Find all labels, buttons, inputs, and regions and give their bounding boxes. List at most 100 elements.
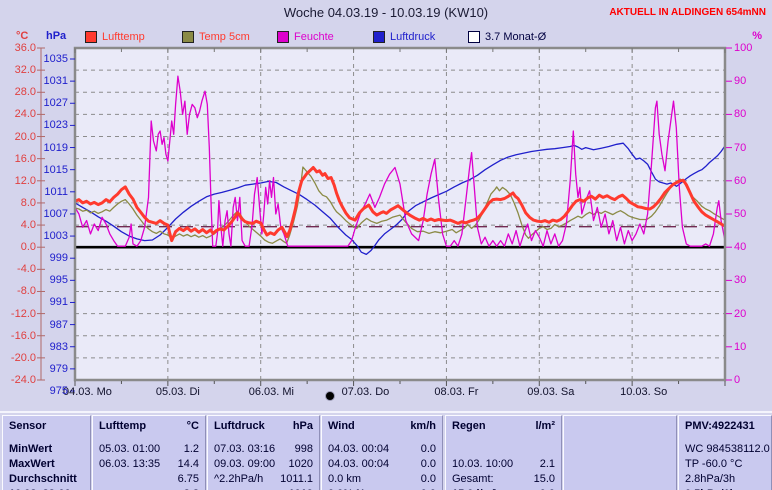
page-title: Woche 04.03.19 - 10.03.19 (KW10)	[283, 5, 489, 20]
legend-label: Feuchte	[294, 30, 334, 43]
humidity-tick-label: 60	[734, 174, 747, 187]
sensor-summary-table: Sensor MinWert MaxWert Durchschnitt 10.03. 2…	[0, 411, 772, 490]
table-column-PMV:4922431: PMV:4922431 WC 984538112.0 TP -60.0 °C 2.8h…	[678, 415, 772, 490]
table-cell	[446, 443, 561, 456]
humidity-tick-label: 30	[734, 274, 747, 287]
temp-tick-label: -8.0	[17, 285, 36, 298]
humidity-tick-label: 80	[734, 108, 747, 121]
temp-tick-label: 24.0	[14, 108, 36, 121]
monthly-average-checkbox-icon	[468, 30, 480, 43]
pressure-tick-label: 1019	[43, 141, 68, 154]
column-header: Wind km/h	[322, 420, 442, 433]
table-cell-text: TP -60.0 °C	[685, 458, 743, 470]
temp-tick-label: 36.0	[14, 42, 36, 54]
table-cell-text: Gesamt:	[452, 473, 494, 485]
temp-tick-label: -16.0	[10, 329, 36, 342]
legend-label: Temp 5cm	[199, 30, 250, 43]
row-label-text: Durchschnitt	[9, 473, 77, 485]
temp-tick-label: -20.0	[10, 351, 36, 364]
humidity-tick-label: 40	[734, 241, 747, 254]
pressure-tick-label: 979	[49, 362, 68, 375]
column-header-value: km/h	[410, 420, 436, 432]
column-header-text: PMV:4922431	[685, 420, 755, 432]
date-label: 05.03. Di	[155, 386, 200, 398]
table-cell-value: 998	[294, 443, 313, 455]
table-cell-text: 06.03. 13:35	[99, 458, 161, 470]
series-line-luftdruck	[75, 142, 725, 256]
table-column-Wind: Wind km/h 04.03. 00:04 0.0 04.03. 00:04 0.0 0.…	[321, 415, 443, 490]
table-cell-value: 3.8	[184, 488, 199, 490]
temp-axis-unit-label: °C	[16, 30, 29, 42]
legend-label: Lufttemp	[102, 30, 145, 43]
column-header: PMV:4922431	[679, 420, 771, 433]
humidity-tick-label: 100	[734, 42, 753, 54]
legend-item-temp5cm[interactable]: Temp 5cm	[182, 30, 250, 43]
table-cell-text: WC 984538112.0	[685, 443, 770, 455]
table-cell	[564, 473, 676, 486]
pressure-tick-label: 1023	[43, 119, 68, 132]
table-cell-value: 6.75	[177, 473, 199, 485]
table-cell: ↑1019	[208, 488, 319, 490]
legend-item-luftdruck[interactable]: Luftdruck	[373, 30, 435, 43]
pressure-tick-label: 975	[49, 385, 68, 397]
table-cell	[564, 458, 676, 471]
table-cell-value: 1020	[288, 458, 313, 470]
table-cell: 06.03. 13:35 14.4	[93, 458, 205, 471]
pressure-tick-label: 1011	[44, 185, 68, 198]
row-label: MinWert	[3, 443, 90, 456]
column-header: Regen l/m²	[446, 420, 561, 433]
pressure-tick-label: 1015	[43, 163, 68, 176]
table-cell-value: 0.0	[420, 473, 436, 485]
legend-item-lufttemp[interactable]: Lufttemp	[85, 30, 145, 43]
row-label-text: Sensor	[9, 420, 47, 432]
pressure-tick-label: 983	[49, 340, 68, 353]
humidity-tick-label: 90	[734, 75, 747, 88]
temp-tick-label: 16.0	[14, 152, 36, 165]
table-cell-value: 1011.1	[280, 473, 313, 485]
table-cell-value: 2.1	[539, 458, 555, 470]
row-label: Sensor	[3, 420, 90, 433]
table-cell: 0.0% N 0.0	[322, 488, 442, 490]
column-header-value: l/m²	[535, 420, 555, 432]
row-label: 10.03. 23:00	[3, 488, 90, 490]
humidity-tick-label: 20	[734, 307, 747, 320]
legend-item-feuchte[interactable]: Feuchte	[277, 30, 334, 43]
table-column-Lufttemp: Lufttemp °C 05.03. 01:00 1.2 06.03. 13:35 14.…	[92, 415, 206, 490]
column-header-value: hPa	[292, 420, 313, 432]
humidity-axis-unit-label: %	[752, 30, 762, 42]
pressure-tick-label: 1027	[43, 97, 68, 110]
feuchte-series-checkbox-icon	[277, 30, 289, 43]
station-status-note: AKTUELL IN ALDINGEN 654mNN	[609, 7, 766, 18]
table-cell-text: 07.03. 03:16	[214, 443, 276, 455]
table-cell-text: 04.03. 00:04	[328, 443, 390, 455]
table-cell: 3.8	[93, 488, 205, 490]
table-cell: 0.0 km 0.0	[322, 473, 442, 486]
series-line-feuchte	[75, 75, 725, 247]
series-line-temp5cm	[75, 166, 725, 244]
humidity-tick-label: 70	[734, 141, 747, 154]
pressure-tick-label: 1031	[43, 75, 68, 88]
table-cell: Gesamt: 15.0	[446, 473, 561, 486]
table-column-spacer	[563, 415, 677, 490]
plot-background	[75, 48, 725, 380]
temp-tick-label: 12.0	[14, 174, 36, 187]
pressure-tick-label: 1035	[43, 53, 68, 65]
table-cell: WC 984538112.0	[679, 443, 771, 456]
table-column-Luftdruck: Luftdruck hPa 07.03. 03:16 998 09.03. 09:00 1…	[207, 415, 320, 490]
luftdruck-series-checkbox-icon	[373, 30, 385, 43]
row-label: Durchschnitt	[3, 473, 90, 486]
temp-tick-label: 28.0	[14, 86, 36, 99]
temp-tick-label: 8.0	[20, 196, 36, 209]
pressure-tick-label: 999	[49, 252, 68, 265]
pressure-axis-unit-label: hPa	[46, 30, 67, 42]
pressure-tick-label: 1003	[43, 230, 68, 243]
table-cell-value: 0.0	[420, 458, 436, 470]
legend-item-monthly-average[interactable]: 3.7 Monat-Ø	[468, 30, 546, 43]
temp-tick-label: -12.0	[10, 307, 36, 320]
table-cell: ^2.2hPa/h 1011.1	[208, 473, 319, 486]
date-label: 07.03. Do	[341, 386, 390, 398]
temp-tick-label: -4.0	[17, 263, 36, 276]
legend-label: Luftdruck	[390, 30, 436, 43]
temp5cm-series-checkbox-icon	[182, 30, 194, 43]
column-header: Lufttemp °C	[93, 420, 205, 433]
